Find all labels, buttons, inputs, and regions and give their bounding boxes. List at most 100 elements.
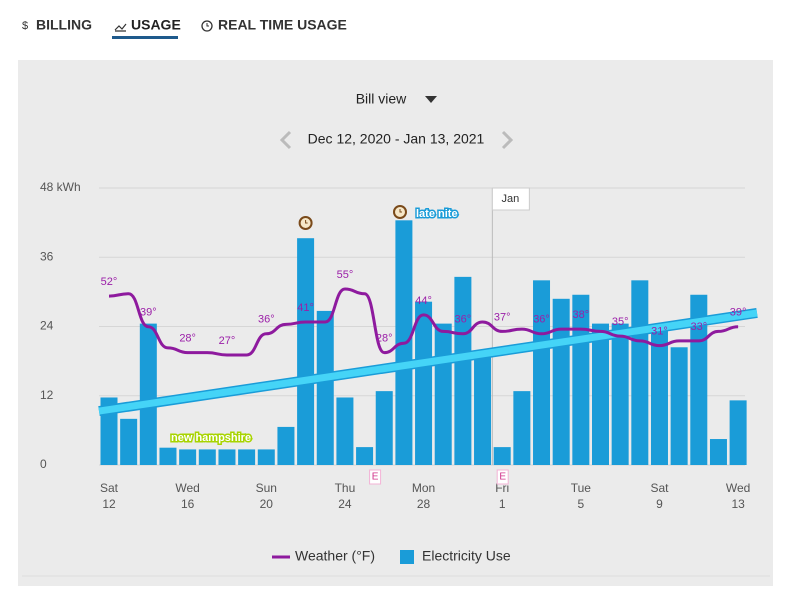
weather-label: 36° bbox=[258, 314, 275, 326]
weather-label: 37° bbox=[494, 311, 511, 323]
weather-label: 31° bbox=[651, 325, 668, 337]
weather-label: 28° bbox=[179, 333, 196, 345]
bar bbox=[474, 350, 492, 465]
x-tick-weekday: Tue bbox=[571, 481, 592, 495]
x-tick-weekday: Wed bbox=[726, 481, 750, 495]
bar bbox=[493, 447, 511, 465]
x-tick-weekday: Wed bbox=[175, 481, 199, 495]
tab-icon bbox=[114, 23, 127, 32]
x-tick-label: 28 bbox=[417, 497, 431, 511]
prev-arrow[interactable] bbox=[279, 130, 292, 150]
x-tick-label: 13 bbox=[731, 497, 745, 511]
bar bbox=[257, 449, 275, 465]
annotation: late nite bbox=[416, 208, 458, 220]
weather-label: 55° bbox=[337, 269, 354, 281]
bar bbox=[513, 391, 531, 465]
weather-label: 36° bbox=[533, 314, 550, 326]
bar bbox=[179, 449, 197, 465]
bar bbox=[611, 323, 629, 465]
legend-label: Weather (°F) bbox=[295, 548, 375, 564]
tab-bar: $ BILLING USAGE REAL TIME USAGE bbox=[22, 17, 347, 39]
y-tick-label: 24 bbox=[40, 319, 54, 333]
weather-label: 52° bbox=[101, 276, 118, 288]
tab[interactable]: REAL TIME USAGE bbox=[218, 17, 347, 33]
tab-icon bbox=[206, 23, 209, 27]
bar bbox=[218, 449, 236, 465]
bar bbox=[415, 301, 433, 465]
x-tick-label: 12 bbox=[102, 497, 116, 511]
weather-label: 35° bbox=[612, 316, 629, 328]
bar bbox=[631, 280, 649, 465]
trend-line bbox=[98, 309, 758, 415]
bar bbox=[336, 397, 354, 465]
tab[interactable]: USAGE bbox=[131, 17, 181, 33]
weather-label: 39° bbox=[140, 307, 157, 319]
weather-line bbox=[108, 287, 739, 357]
bar bbox=[316, 310, 334, 465]
clock-icon bbox=[399, 209, 402, 213]
bar bbox=[198, 449, 216, 465]
y-tick-label: 12 bbox=[40, 388, 54, 402]
bar bbox=[533, 280, 551, 465]
weather-label: 27° bbox=[219, 335, 236, 347]
x-tick-weekday: Sat bbox=[100, 481, 119, 495]
month-label: Jan bbox=[501, 193, 519, 205]
weather-label: 41° bbox=[297, 302, 314, 314]
legend-swatch bbox=[400, 550, 414, 564]
x-tick-weekday: Fri bbox=[495, 481, 509, 495]
event-marker: E bbox=[372, 472, 379, 483]
bar bbox=[690, 294, 708, 465]
weather-label: 28° bbox=[376, 333, 393, 345]
weather-label: 38° bbox=[573, 309, 590, 321]
weather-label: 33° bbox=[690, 321, 707, 333]
bar bbox=[277, 426, 295, 465]
y-tick-label: 36 bbox=[40, 249, 54, 263]
weather-label: 36° bbox=[455, 314, 472, 326]
x-tick-label: 5 bbox=[577, 497, 584, 511]
bar bbox=[356, 447, 374, 465]
bar bbox=[670, 347, 688, 465]
x-tick-label: 9 bbox=[656, 497, 663, 511]
tab-icon bbox=[201, 20, 213, 32]
event-marker-box bbox=[496, 469, 509, 485]
x-tick-label: 20 bbox=[260, 497, 274, 511]
legend-label: Electricity Use bbox=[422, 548, 511, 564]
bar bbox=[139, 323, 157, 465]
weather-label: 39° bbox=[730, 307, 747, 319]
x-tick-weekday: Sat bbox=[650, 481, 669, 495]
view-selector[interactable]: Bill view bbox=[356, 91, 407, 107]
x-tick-label: 16 bbox=[181, 497, 195, 511]
weather-label: 44° bbox=[415, 295, 432, 307]
next-arrow[interactable] bbox=[501, 130, 514, 150]
bar bbox=[729, 400, 747, 465]
bar bbox=[159, 447, 177, 465]
tab[interactable]: BILLING bbox=[36, 17, 92, 33]
tab-icon: $ bbox=[22, 20, 28, 32]
x-tick-weekday: Thu bbox=[335, 481, 356, 495]
bar bbox=[297, 238, 315, 465]
bar bbox=[454, 276, 472, 465]
active-tab-underline bbox=[112, 36, 178, 39]
x-tick-label: 24 bbox=[338, 497, 352, 511]
month-box bbox=[491, 187, 530, 211]
event-marker: E bbox=[499, 472, 506, 483]
x-tick-label: 1 bbox=[499, 497, 506, 511]
clock-icon bbox=[305, 220, 308, 224]
date-range: Dec 12, 2020 - Jan 13, 2021 bbox=[308, 131, 485, 147]
dropdown-arrow[interactable] bbox=[425, 96, 437, 103]
bar bbox=[592, 323, 609, 465]
y-tick-label: 48 kWh bbox=[40, 180, 81, 194]
y-tick-label: 0 bbox=[40, 457, 47, 471]
annotation: new hampshire bbox=[171, 432, 251, 444]
bar bbox=[552, 298, 570, 465]
event-marker-box bbox=[369, 469, 382, 485]
x-tick-weekday: Sun bbox=[256, 481, 277, 495]
bar bbox=[120, 418, 138, 465]
bar bbox=[375, 391, 393, 465]
x-tick-weekday: Mon bbox=[412, 481, 435, 495]
bar bbox=[709, 439, 727, 465]
bar bbox=[238, 449, 256, 465]
bar bbox=[650, 327, 668, 465]
